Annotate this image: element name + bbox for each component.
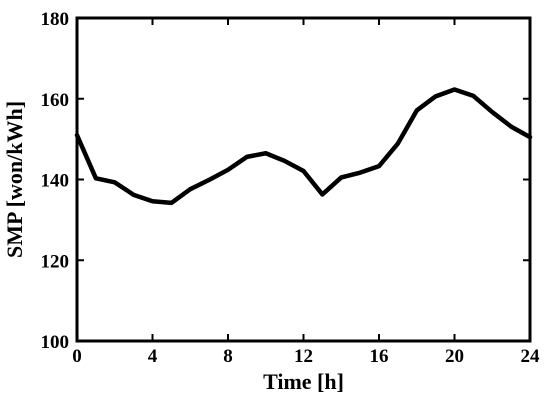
axis-ticks: 0 4 8 12 16 20 24 100 120 140 160 180 [41,9,541,367]
x-tick-label: 16 [370,346,389,367]
y-tick-label: 100 [41,332,70,353]
y-tick-label: 140 [41,171,70,192]
x-tick-label: 4 [148,346,158,367]
x-tick-label: 0 [72,346,82,367]
x-tick-label: 24 [521,346,541,367]
plot-area [74,16,533,343]
x-axis-title: Time [h] [263,369,344,394]
y-axis-title: SMP [won/kWh] [2,101,27,258]
y-tick-label: 120 [41,251,70,272]
y-tick-label: 180 [41,9,70,30]
x-tick-label: 12 [294,346,313,367]
series-line-0 [74,87,533,206]
plot-frame [75,16,532,343]
x-tick-label: 20 [445,346,464,367]
x-tick-label: 8 [223,346,233,367]
y-tick-label: 160 [41,90,70,111]
